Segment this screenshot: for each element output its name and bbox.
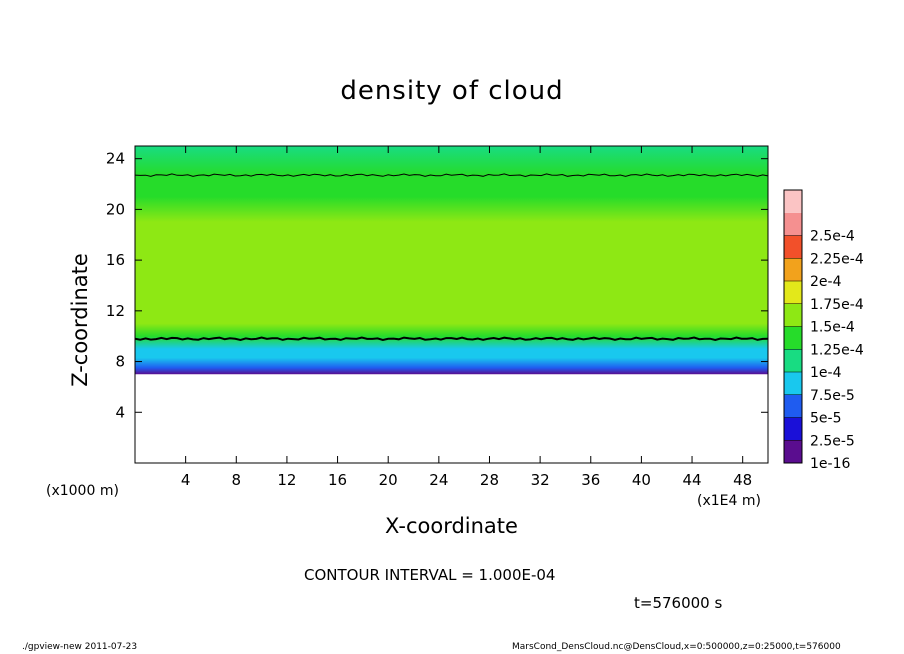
footer-right-text: MarsCond_DensCloud.nc@DensCloud,x=0:5000… bbox=[512, 642, 841, 652]
colorbar-swatch bbox=[784, 417, 802, 441]
x-unit-label: (x1000 m) bbox=[46, 483, 119, 499]
x-tick-label: 32 bbox=[531, 471, 550, 489]
x-tick-label: 24 bbox=[429, 471, 448, 489]
colorbar-label: 2.5e-5 bbox=[810, 433, 855, 449]
x-tick-label: 40 bbox=[632, 471, 651, 489]
chart-title: density of cloud bbox=[340, 76, 564, 106]
colorbar-label: 5e-5 bbox=[810, 411, 841, 427]
colorbar-swatch bbox=[784, 394, 802, 418]
y-tick-label: 16 bbox=[106, 251, 125, 269]
colorbar-label: 1e-16 bbox=[810, 456, 850, 472]
x-axis-label: X-coordinate bbox=[385, 514, 518, 538]
colorbar-swatch bbox=[784, 258, 802, 282]
footer-left-text: ./gpview-new 2011-07-23 bbox=[22, 642, 138, 652]
contour-line bbox=[134, 336, 769, 342]
x-tick-label: 20 bbox=[379, 471, 398, 489]
y-axis-label: Z-coordinate bbox=[68, 253, 92, 387]
x-tick-label: 36 bbox=[581, 471, 600, 489]
colorbar-label: 2.5e-4 bbox=[810, 229, 855, 245]
colorbar-label: 1.5e-4 bbox=[810, 320, 855, 336]
colorbar-swatch bbox=[784, 372, 802, 395]
colorbar-swatch bbox=[784, 281, 802, 304]
y-tick-label: 8 bbox=[115, 353, 125, 371]
x-tick-label: 28 bbox=[480, 471, 499, 489]
x-tick-label: 12 bbox=[277, 471, 296, 489]
x-unit-label-secondary: (x1E4 m) bbox=[697, 493, 761, 509]
colorbar-label: 1.75e-4 bbox=[810, 297, 864, 313]
colorbar-label: 2e-4 bbox=[810, 274, 842, 290]
density-field bbox=[135, 146, 768, 375]
y-tick-label: 12 bbox=[106, 302, 125, 320]
colorbar-label: 7.5e-5 bbox=[810, 388, 855, 404]
colorbar-swatch bbox=[784, 235, 802, 259]
colorbar-swatch bbox=[784, 212, 802, 236]
contour-line bbox=[134, 173, 769, 178]
x-tick-label: 8 bbox=[232, 471, 242, 489]
colorbar-swatch bbox=[784, 440, 802, 464]
colorbar-swatch bbox=[784, 326, 802, 350]
colorbar-swatch bbox=[784, 349, 802, 373]
colorbar-swatch bbox=[784, 303, 802, 327]
x-tick-label: 48 bbox=[733, 471, 752, 489]
contour-interval-label: CONTOUR INTERVAL = 1.000E-04 bbox=[304, 566, 556, 584]
y-tick-label: 4 bbox=[115, 403, 125, 421]
y-tick-label: 20 bbox=[106, 200, 125, 218]
colorbar-label: 1e-4 bbox=[810, 365, 842, 381]
colorbar-label: 2.25e-4 bbox=[810, 251, 864, 267]
y-tick-label: 24 bbox=[106, 150, 125, 168]
plot-frame bbox=[134, 145, 769, 464]
colorbar-label: 1.25e-4 bbox=[810, 342, 864, 358]
x-tick-label: 44 bbox=[682, 471, 701, 489]
x-tick-label: 4 bbox=[181, 471, 191, 489]
colorbar-swatch bbox=[784, 190, 802, 213]
time-label: t=576000 s bbox=[634, 594, 723, 612]
x-tick-label: 16 bbox=[328, 471, 347, 489]
